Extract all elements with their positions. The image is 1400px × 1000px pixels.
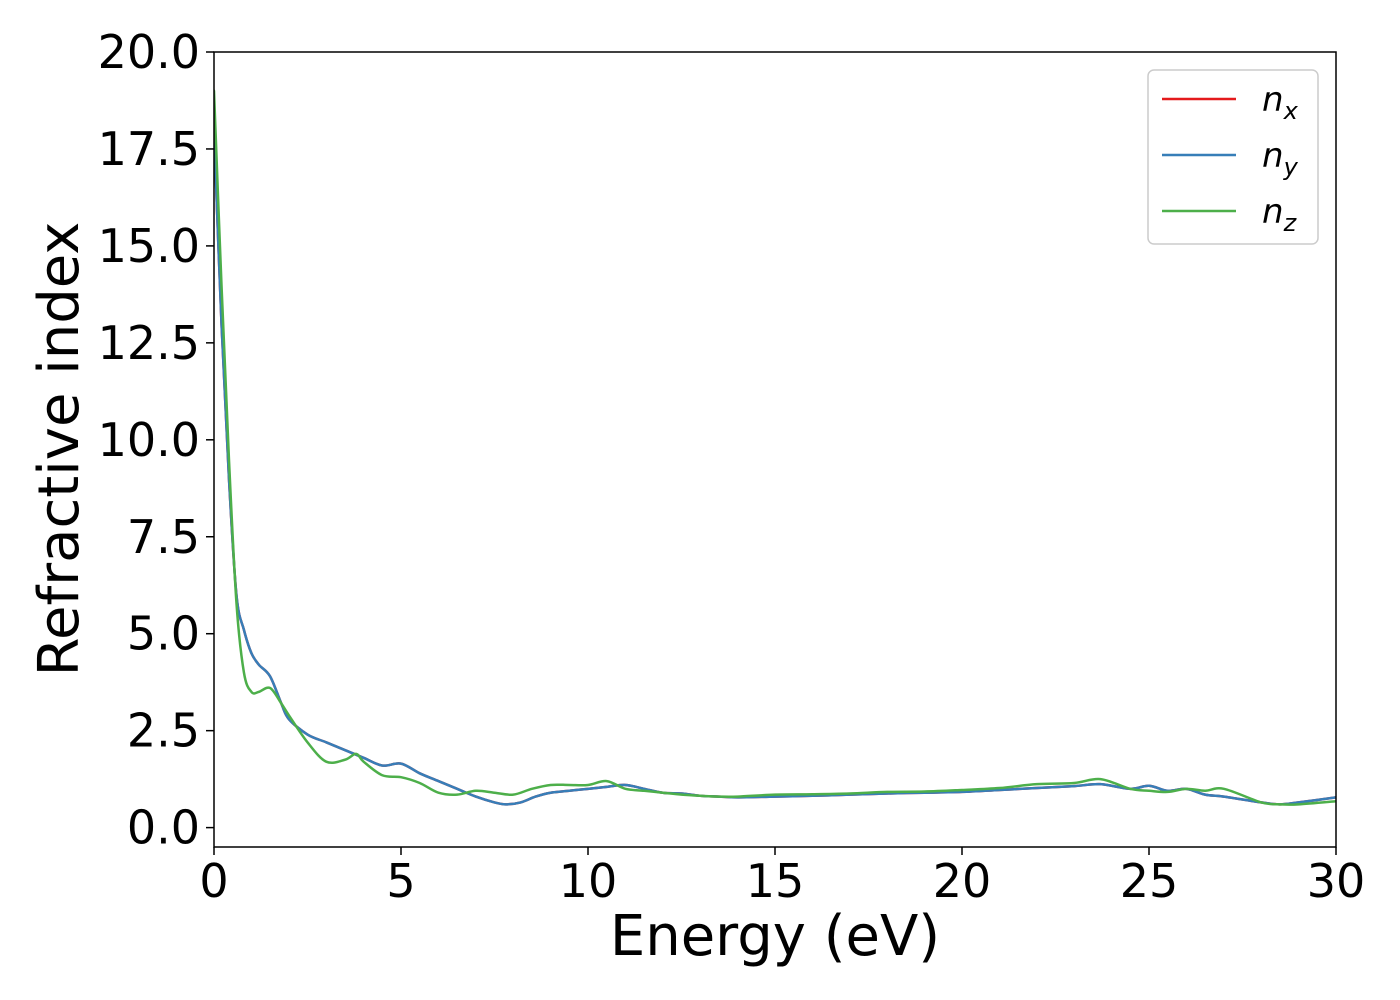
y-axis-label: Refractive index: [27, 222, 92, 677]
y-tick-label: 2.5: [127, 704, 200, 758]
y-tick-label: 0.0: [127, 801, 200, 855]
y-axis: 0.0 2.5 5.0 7.5 10.0 12.5 15.0 17.5 20.0: [98, 25, 214, 855]
x-tick-label: 5: [386, 854, 415, 908]
legend-label-nx: nx: [1262, 80, 1299, 125]
y-tick-label: 15.0: [98, 219, 200, 273]
x-tick-label: 20: [933, 854, 992, 908]
y-tick-label: 7.5: [127, 510, 200, 564]
legend-label-main: n: [1262, 192, 1284, 232]
y-tick-label: 5.0: [127, 607, 200, 661]
x-tick-label: 0: [199, 854, 228, 908]
legend-label-main: n: [1262, 136, 1284, 176]
legend-label-nz: nz: [1262, 192, 1298, 237]
legend-label-subscript: z: [1283, 209, 1298, 237]
legend-label-ny: ny: [1262, 136, 1299, 181]
series-layer: [214, 89, 1336, 806]
y-tick-label: 10.0: [98, 413, 200, 467]
x-axis-label: Energy (eV): [610, 904, 940, 969]
legend-box: [1147, 69, 1319, 245]
x-tick-label: 25: [1120, 854, 1179, 908]
legend-label-subscript: y: [1283, 153, 1299, 181]
legend-label-main: n: [1262, 80, 1284, 120]
series-line-nz: [214, 89, 1336, 806]
y-tick-label: 17.5: [98, 122, 200, 176]
y-tick-label: 20.0: [98, 25, 200, 79]
x-tick-label: 10: [559, 854, 618, 908]
x-axis: 0 5 10 15 20 25 30: [199, 847, 1365, 908]
legend-label-subscript: x: [1283, 97, 1299, 125]
x-tick-label: 30: [1307, 854, 1366, 908]
x-tick-label: 15: [746, 854, 805, 908]
y-tick-label: 12.5: [98, 316, 200, 370]
